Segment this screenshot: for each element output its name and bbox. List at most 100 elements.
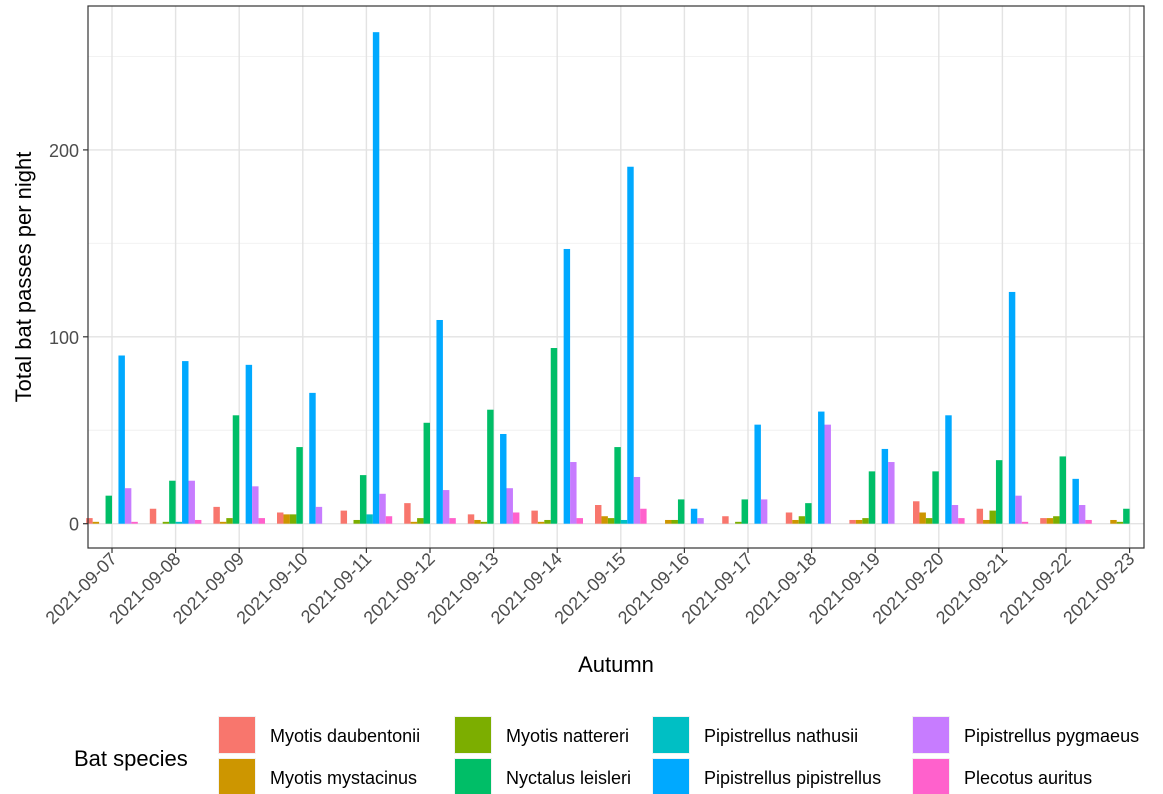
bar-2021-09-15-myotis-daubentonii bbox=[595, 505, 602, 524]
legend-key-pipistrellus-nathusii bbox=[653, 717, 689, 753]
panel-border bbox=[87, 5, 1145, 549]
bar-2021-09-21-pipistrellus-pygmaeus bbox=[1015, 495, 1022, 524]
bar-2021-09-08-myotis-daubentonii bbox=[149, 508, 157, 524]
legend: Bat species Myotis daubentonii Myotis mys… bbox=[74, 716, 1139, 794]
legend-key-pipistrellus-pygmaeus bbox=[913, 717, 949, 753]
bar-2021-09-07-myotis-mystacinus bbox=[92, 521, 100, 524]
legend-title: Bat species bbox=[74, 746, 188, 771]
bar-2021-09-10-myotis-nattereri bbox=[289, 514, 297, 524]
legend-key-plecotus-auritus bbox=[913, 759, 949, 794]
bar-2021-09-11-myotis-daubentonii bbox=[340, 510, 348, 524]
bar-2021-09-14-myotis-daubentonii bbox=[531, 510, 538, 524]
bar-group-2021-09-21 bbox=[976, 291, 1029, 524]
bar-group-2021-09-09 bbox=[213, 364, 265, 524]
bar-2021-09-11-pipistrellus-pygmaeus bbox=[379, 493, 386, 524]
legend-label-myotis-mystacinus: Myotis mystacinus bbox=[270, 768, 417, 788]
bar-2021-09-14-nyctalus-leisleri bbox=[550, 348, 558, 524]
legend-label-pipistrellus-pygmaeus: Pipistrellus pygmaeus bbox=[964, 726, 1139, 746]
bar-2021-09-16-myotis-mystacinus bbox=[665, 519, 672, 524]
y-tick-label-0: 0 bbox=[69, 515, 79, 535]
bar-2021-09-19-nyctalus-leisleri bbox=[868, 471, 876, 524]
bar-2021-09-12-myotis-nattereri bbox=[417, 518, 424, 524]
legend-label-pipistrellus-pipistrellus: Pipistrellus pipistrellus bbox=[704, 768, 881, 788]
x-axis-title: Autumn bbox=[578, 652, 654, 677]
bar-2021-09-10-nyctalus-leisleri bbox=[296, 447, 303, 524]
legend-label-plecotus-auritus: Plecotus auritus bbox=[964, 768, 1092, 788]
bar-2021-09-15-pipistrellus-pipistrellus bbox=[627, 166, 634, 524]
bar-2021-09-19-myotis-mystacinus bbox=[855, 519, 863, 524]
bar-2021-09-20-nyctalus-leisleri bbox=[932, 471, 939, 524]
bar-2021-09-07-myotis-daubentonii bbox=[86, 518, 93, 524]
bars-layer bbox=[86, 32, 1130, 524]
bar-2021-09-18-myotis-nattereri bbox=[798, 516, 806, 524]
bar-2021-09-13-pipistrellus-pipistrellus bbox=[500, 433, 507, 524]
bar-group-2021-09-23 bbox=[1110, 508, 1130, 524]
bar-2021-09-15-nyctalus-leisleri bbox=[614, 447, 621, 524]
bar-2021-09-23-myotis-mystacinus bbox=[1110, 519, 1117, 524]
bar-2021-09-22-pipistrellus-pygmaeus bbox=[1078, 505, 1086, 524]
bar-2021-09-13-myotis-mystacinus bbox=[474, 519, 481, 524]
bar-2021-09-14-myotis-mystacinus bbox=[537, 521, 545, 524]
bar-2021-09-18-myotis-mystacinus bbox=[792, 519, 799, 524]
bar-2021-09-17-myotis-nattereri bbox=[735, 521, 742, 524]
bar-2021-09-20-myotis-nattereri bbox=[925, 518, 933, 524]
bar-2021-09-14-myotis-nattereri bbox=[544, 519, 551, 524]
bar-2021-09-08-pipistrellus-pygmaeus bbox=[188, 480, 195, 524]
bar-2021-09-13-myotis-nattereri bbox=[480, 521, 488, 524]
bar-2021-09-21-myotis-nattereri bbox=[989, 510, 996, 524]
bar-2021-09-11-nyctalus-leisleri bbox=[359, 475, 367, 524]
bar-2021-09-07-pipistrellus-pipistrellus bbox=[118, 355, 125, 524]
legend-label-myotis-nattereri: Myotis nattereri bbox=[506, 726, 629, 746]
bar-2021-09-08-pipistrellus-nathusii bbox=[175, 521, 183, 524]
bar-2021-09-08-plecotus-auritus bbox=[194, 519, 202, 524]
bar-2021-09-12-myotis-daubentonii bbox=[404, 503, 411, 524]
bar-2021-09-09-nyctalus-leisleri bbox=[232, 415, 240, 524]
bar-2021-09-10-pipistrellus-pipistrellus bbox=[309, 392, 316, 524]
bar-group-2021-09-12 bbox=[404, 319, 456, 524]
legend-key-myotis-daubentonii bbox=[219, 717, 255, 753]
bar-2021-09-18-pipistrellus-pygmaeus bbox=[824, 424, 831, 524]
bar-group-2021-09-08 bbox=[149, 361, 202, 524]
bar-2021-09-22-myotis-mystacinus bbox=[1046, 518, 1054, 524]
bar-2021-09-13-plecotus-auritus bbox=[512, 512, 520, 524]
bar-2021-09-18-nyctalus-leisleri bbox=[805, 503, 812, 524]
bar-2021-09-21-myotis-mystacinus bbox=[983, 519, 990, 524]
bar-group-2021-09-14 bbox=[531, 248, 583, 524]
bar-2021-09-15-myotis-nattereri bbox=[607, 518, 615, 524]
bar-2021-09-14-plecotus-auritus bbox=[576, 518, 583, 524]
grid-lines bbox=[88, 6, 1144, 548]
bar-2021-09-19-myotis-daubentonii bbox=[849, 519, 856, 524]
bar-2021-09-22-myotis-daubentonii bbox=[1040, 518, 1047, 524]
bar-2021-09-11-myotis-nattereri bbox=[353, 519, 360, 524]
bar-2021-09-12-pipistrellus-pipistrellus bbox=[436, 319, 443, 524]
bar-group-2021-09-22 bbox=[1040, 456, 1092, 524]
bar-group-2021-09-18 bbox=[785, 411, 831, 524]
bar-2021-09-19-pipistrellus-pipistrellus bbox=[881, 448, 889, 524]
bar-2021-09-21-plecotus-auritus bbox=[1021, 521, 1029, 524]
y-axis-title: Total bat passes per night bbox=[11, 152, 36, 403]
bar-2021-09-09-myotis-nattereri bbox=[226, 518, 233, 524]
legend-label-myotis-daubentonii: Myotis daubentonii bbox=[270, 726, 420, 746]
bar-2021-09-13-nyctalus-leisleri bbox=[487, 409, 494, 524]
legend-label-nyctalus-leisleri: Nyctalus leisleri bbox=[506, 768, 631, 788]
bar-2021-09-22-plecotus-auritus bbox=[1085, 519, 1092, 524]
bar-2021-09-23-nyctalus-leisleri bbox=[1123, 508, 1130, 524]
bar-2021-09-07-nyctalus-leisleri bbox=[105, 495, 112, 524]
bar-2021-09-13-pipistrellus-pygmaeus bbox=[506, 488, 513, 524]
bar-2021-09-16-myotis-nattereri bbox=[671, 519, 678, 524]
bar-2021-09-10-myotis-mystacinus bbox=[283, 514, 290, 524]
bar-2021-09-08-myotis-nattereri bbox=[162, 521, 170, 524]
bar-2021-09-12-plecotus-auritus bbox=[449, 518, 456, 524]
bar-2021-09-18-myotis-daubentonii bbox=[785, 512, 793, 524]
legend-key-myotis-nattereri bbox=[455, 717, 491, 753]
bar-2021-09-14-pipistrellus-pygmaeus bbox=[570, 462, 577, 524]
bar-2021-09-22-nyctalus-leisleri bbox=[1059, 456, 1066, 524]
bar-2021-09-17-myotis-daubentonii bbox=[722, 516, 729, 524]
bar-group-2021-09-15 bbox=[595, 166, 647, 524]
bar-group-2021-09-11 bbox=[340, 32, 393, 524]
bar-2021-09-20-myotis-mystacinus bbox=[919, 512, 926, 524]
legend-label-pipistrellus-nathusii: Pipistrellus nathusii bbox=[704, 726, 858, 746]
y-tick-label-2: 200 bbox=[49, 141, 79, 161]
bar-2021-09-21-nyctalus-leisleri bbox=[995, 460, 1003, 524]
